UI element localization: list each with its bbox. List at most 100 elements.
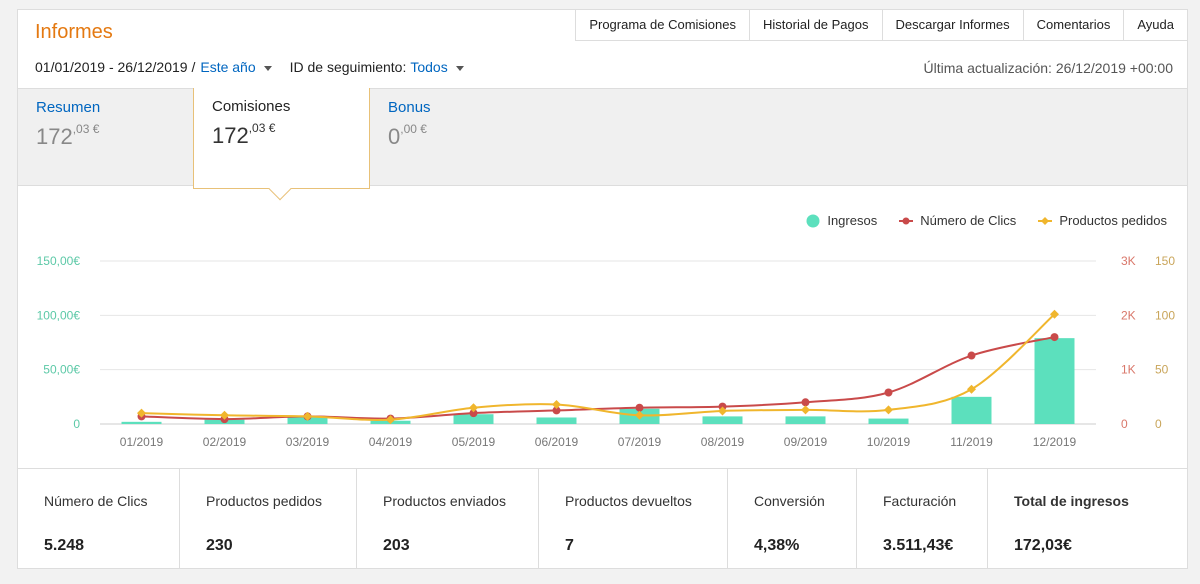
date-range-text: 01/01/2019 - 26/12/2019 / xyxy=(35,59,196,75)
tab-bonus-value: 0,00 € xyxy=(388,122,427,149)
nav-download-reports[interactable]: Descargar Informes xyxy=(881,9,1023,41)
chart-area: Ingresos Número de Clics Productos pedid… xyxy=(18,196,1187,466)
nav-commission-program[interactable]: Programa de Comisiones xyxy=(575,9,749,41)
x-tick-label: 03/2019 xyxy=(286,435,330,449)
x-tick-label: 10/2019 xyxy=(867,435,911,449)
earnings-chart: 0 0 0 50,00€ 1K 50 100,00€ 2K 100 150,00€ 3K 150 01/… xyxy=(37,254,1176,449)
stat-total-earnings-label: Total de ingresos xyxy=(1014,493,1129,509)
x-tick-label: 07/2019 xyxy=(618,435,662,449)
y-right2-tick: 100 xyxy=(1155,308,1175,322)
bar-ingresos xyxy=(121,421,162,424)
tab-commissions[interactable]: Comisiones 172,03 € xyxy=(193,88,370,201)
last-update-text: Última actualización: 26/12/2019 +00:00 xyxy=(923,60,1173,76)
point-productos xyxy=(469,403,478,413)
stat-products-returned: Productos devueltos 7 xyxy=(539,469,728,569)
stat-clicks-value: 5.248 xyxy=(44,537,85,554)
tab-summary-value: 172,03 € xyxy=(36,122,100,149)
nav-comments[interactable]: Comentarios xyxy=(1022,9,1124,41)
point-clics xyxy=(635,403,644,412)
x-tick-label: 11/2019 xyxy=(950,435,993,449)
point-productos xyxy=(884,405,893,415)
x-tick-label: 12/2019 xyxy=(1033,435,1077,449)
tab-bonus-label: Bonus xyxy=(388,99,431,116)
stat-products-returned-value: 7 xyxy=(565,537,574,554)
legend-clics-label: Número de Clics xyxy=(920,213,1017,228)
line-productos xyxy=(141,313,1056,421)
point-productos xyxy=(801,405,810,415)
legend-productos-label: Productos pedidos xyxy=(1059,213,1167,228)
x-tick-label: 01/2019 xyxy=(120,435,164,449)
reports-panel: Informes Programa de Comisiones Historia… xyxy=(17,9,1188,569)
tab-commissions-value: 172,03 € xyxy=(212,121,276,148)
period-value: Este año xyxy=(200,59,256,75)
y-left-tick: 100,00€ xyxy=(37,308,81,322)
stat-billing: Facturación 3.511,43€ xyxy=(857,469,988,569)
legend-line-diamond-icon xyxy=(1038,216,1053,225)
bar-ingresos xyxy=(868,418,909,424)
stat-billing-value: 3.511,43€ xyxy=(883,537,954,554)
point-productos xyxy=(967,384,976,394)
stat-products-returned-label: Productos devueltos xyxy=(565,493,692,509)
filter-bar: 01/01/2019 - 26/12/2019 / Este año ID de… xyxy=(35,59,464,75)
point-productos xyxy=(386,415,395,425)
period-dropdown[interactable]: Este año xyxy=(200,59,272,75)
page-title: Informes xyxy=(35,21,113,43)
bar-ingresos xyxy=(785,416,826,424)
stats-bar: Número de Clics 5.248 Productos pedidos … xyxy=(18,468,1187,569)
point-productos xyxy=(1050,309,1059,319)
bar-ingresos xyxy=(536,417,577,424)
stat-products-shipped-value: 203 xyxy=(383,537,410,554)
legend-dot-icon xyxy=(806,214,820,227)
legend-productos[interactable]: Productos pedidos xyxy=(1038,213,1167,228)
y-right2-tick: 50 xyxy=(1155,363,1169,377)
y-left-tick: 150,00€ xyxy=(37,254,81,268)
legend-line-dot-icon xyxy=(899,217,914,224)
point-productos xyxy=(635,410,644,420)
bar-ingresos xyxy=(702,416,743,424)
bar-ingresos xyxy=(1034,338,1075,424)
y-right2-tick: 0 xyxy=(1155,417,1162,431)
point-clics xyxy=(552,406,561,415)
stat-products-ordered: Productos pedidos 230 xyxy=(180,469,357,569)
stat-clicks-label: Número de Clics xyxy=(44,493,148,509)
y-right1-tick: 1K xyxy=(1121,363,1136,377)
legend-ingresos[interactable]: Ingresos xyxy=(806,213,877,228)
x-tick-label: 05/2019 xyxy=(452,435,496,449)
stat-products-ordered-label: Productos pedidos xyxy=(206,493,322,509)
point-clics xyxy=(801,398,810,407)
x-tick-label: 09/2019 xyxy=(784,435,828,449)
stat-products-shipped: Productos enviados 203 xyxy=(357,469,539,569)
y-left-tick: 0 xyxy=(73,417,80,431)
top-nav: Programa de Comisiones Historial de Pago… xyxy=(575,9,1188,41)
point-productos xyxy=(220,410,229,420)
tab-bonus[interactable]: Bonus 0,00 € xyxy=(370,99,545,187)
stat-products-shipped-label: Productos enviados xyxy=(383,493,506,509)
y-right1-tick: 2K xyxy=(1121,308,1136,322)
chevron-down-icon xyxy=(455,65,464,71)
x-tick-label: 04/2019 xyxy=(369,435,413,449)
nav-payment-history[interactable]: Historial de Pagos xyxy=(749,9,882,41)
tab-commissions-label: Comisiones xyxy=(212,98,291,115)
stat-conversion-label: Conversión xyxy=(754,493,825,509)
point-productos xyxy=(718,406,727,416)
chart-legend: Ingresos Número de Clics Productos pedid… xyxy=(784,213,1167,228)
chevron-down-icon xyxy=(263,65,272,71)
x-tick-label: 08/2019 xyxy=(701,435,745,449)
stat-total-earnings: Total de ingresos 172,03€ xyxy=(988,469,1187,569)
legend-ingresos-label: Ingresos xyxy=(827,213,878,228)
stat-products-ordered-value: 230 xyxy=(206,537,233,554)
y-right1-tick: 3K xyxy=(1121,254,1136,268)
point-clics xyxy=(884,388,893,397)
tracking-id-dropdown[interactable]: Todos xyxy=(410,59,464,75)
x-tick-label: 06/2019 xyxy=(535,435,579,449)
stat-conversion: Conversión 4,38% xyxy=(728,469,857,569)
tab-summary[interactable]: Resumen 172,03 € xyxy=(18,99,193,187)
y-left-tick: 50,00€ xyxy=(43,363,80,377)
nav-help[interactable]: Ayuda xyxy=(1123,9,1188,41)
point-clics xyxy=(1050,333,1059,342)
point-productos xyxy=(137,408,146,418)
stat-conversion-value: 4,38% xyxy=(754,537,800,554)
stat-total-earnings-value: 172,03€ xyxy=(1014,537,1072,554)
point-productos xyxy=(552,399,561,409)
legend-clics[interactable]: Número de Clics xyxy=(899,213,1016,228)
